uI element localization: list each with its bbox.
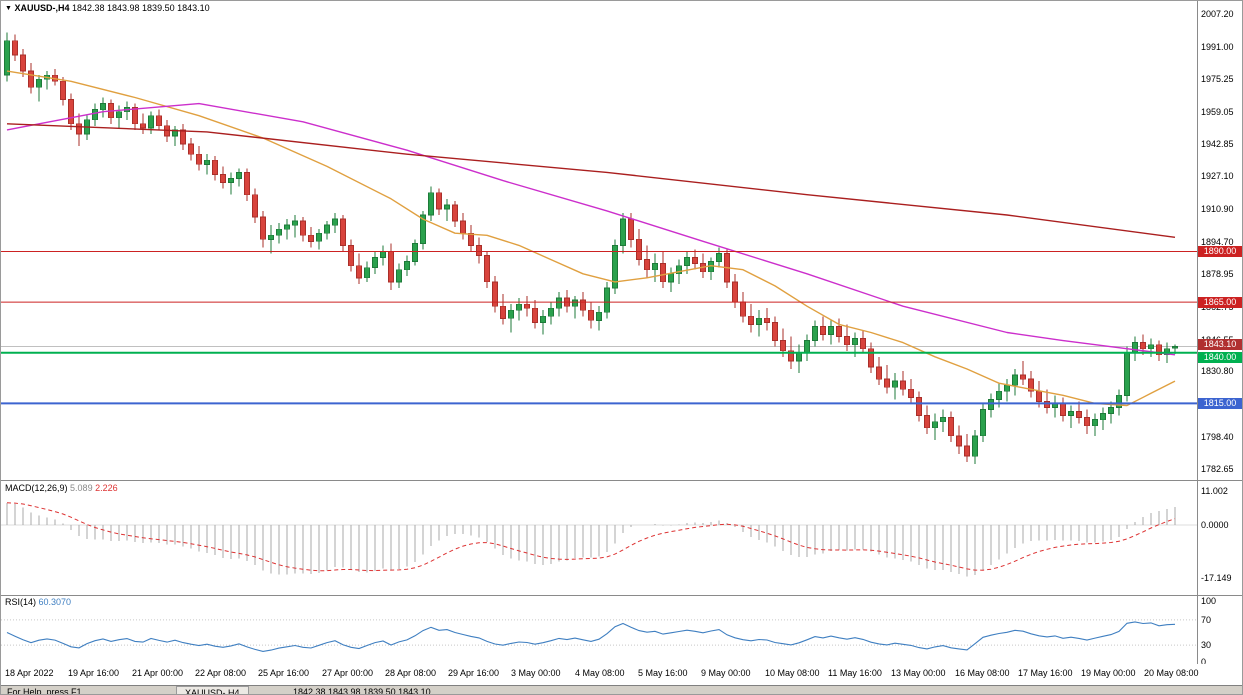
rsi-line <box>6 621 1176 652</box>
time-axis-label: 13 May 00:00 <box>891 668 946 678</box>
chart-symbol-label: XAUUSD-,H4 <box>14 3 70 13</box>
hline-price-label-1840.00: 1840.00 <box>1198 352 1242 363</box>
chart-dropdown-icon[interactable]: ▼ <box>5 5 12 12</box>
panel-separator[interactable] <box>1 480 1242 481</box>
price-axis[interactable]: 2007.20 1991.00 1975.25 1959.05 1942.85 1927.… <box>1197 1 1242 667</box>
time-axis-label: 29 Apr 16:00 <box>448 668 500 678</box>
price-tick-label: 1959.05 <box>1201 107 1234 117</box>
status-bar: For Help, press F1 XAUUSD-,H4 1842.38 18… <box>1 685 1242 695</box>
time-axis-label: 17 May 16:00 <box>1018 668 1073 678</box>
price-tick-label: 1798.40 <box>1201 432 1234 442</box>
price-tick-label: 1991.00 <box>1201 42 1234 52</box>
rsi-axis-label: 0 <box>1201 657 1207 667</box>
status-help-text: For Help, press F1 <box>7 687 82 695</box>
time-axis-label: 9 May 00:00 <box>701 668 751 678</box>
time-axis-label: 25 Apr 16:00 <box>258 668 310 678</box>
macd-label: MACD(12,26,9) <box>5 483 68 493</box>
macd-canvas[interactable] <box>1 481 1197 595</box>
price-chart-canvas[interactable] <box>1 1 1197 480</box>
price-tick-label: 2007.20 <box>1201 9 1234 19</box>
time-axis-label: 4 May 08:00 <box>575 668 625 678</box>
time-axis-label: 11 May 16:00 <box>828 668 882 678</box>
chart-ohlc-values: 1842.38 1843.98 1839.50 1843.10 <box>71 3 210 13</box>
macd-panel[interactable] <box>1 481 1197 595</box>
rsi-header: RSI(14) 60.3070 <box>5 597 71 607</box>
time-axis-label: 19 Apr 16:00 <box>68 668 120 678</box>
rsi-axis-label: 100 <box>1201 596 1217 606</box>
macd-axis-label: 0.0000 <box>1201 520 1229 530</box>
price-tick-label: 1894.70 <box>1201 237 1234 247</box>
hline-price-label-1815.00: 1815.00 <box>1198 398 1242 409</box>
price-tick-label: 1927.10 <box>1201 171 1234 181</box>
chart-title-row: ▼ XAUUSD-,H4 1842.38 1843.98 1839.50 184… <box>5 3 210 13</box>
rsi-axis-label: 70 <box>1201 615 1212 625</box>
price-tick-label: 1910.90 <box>1201 204 1234 214</box>
ma-fast-orange-line <box>6 70 1176 407</box>
hline-price-label-1890.00: 1890.00 <box>1198 246 1242 257</box>
status-ohlc-values: 1842.38 1843.98 1839.50 1843.10 <box>293 687 431 695</box>
price-tick-label: 1878.95 <box>1201 269 1234 279</box>
price-tick-label: 1782.65 <box>1201 464 1234 474</box>
time-axis-label: 19 May 00:00 <box>1081 668 1136 678</box>
rsi-label: RSI(14) <box>5 597 37 607</box>
time-axis-label: 21 Apr 00:00 <box>132 668 184 678</box>
time-axis-label: 5 May 16:00 <box>638 668 688 678</box>
time-axis-label: 16 May 08:00 <box>955 668 1010 678</box>
macd-axis-label: 11.002 <box>1201 486 1228 496</box>
rsi-axis-label: 30 <box>1201 640 1212 650</box>
candles-group[interactable] <box>4 32 1178 465</box>
time-axis-label: 20 May 08:00 <box>1144 668 1199 678</box>
hline-price-label-1865.00: 1865.00 <box>1198 297 1242 308</box>
ma-slow-darkred-line <box>6 123 1176 238</box>
macd-signal-line <box>6 502 1176 572</box>
ma-medium-magenta-line <box>6 102 1176 356</box>
macd-histogram <box>6 502 1176 577</box>
macd-signal-value: 2.226 <box>95 483 118 493</box>
panel-separator[interactable] <box>1 595 1242 596</box>
time-axis-label: 3 May 00:00 <box>511 668 561 678</box>
macd-header: MACD(12,26,9) 5.089 2.226 <box>5 483 118 493</box>
rsi-canvas[interactable] <box>1 596 1197 664</box>
macd-main-value: 5.089 <box>70 483 93 493</box>
chart-tab-xauusd-h4[interactable]: XAUUSD-,H4 <box>176 686 249 694</box>
time-axis-label: 28 Apr 08:00 <box>385 668 437 678</box>
time-axis-label: 10 May 08:00 <box>765 668 820 678</box>
time-axis-label: 22 Apr 08:00 <box>195 668 247 678</box>
price-tick-label: 1830.80 <box>1201 366 1234 376</box>
rsi-value: 60.3070 <box>38 597 72 607</box>
price-chart-panel[interactable] <box>1 1 1197 480</box>
current-price-label: 1843.10 <box>1198 339 1242 350</box>
rsi-panel[interactable] <box>1 596 1197 664</box>
time-axis-label: 27 Apr 00:00 <box>322 668 374 678</box>
price-tick-label: 1975.25 <box>1201 74 1234 84</box>
time-axis[interactable]: 18 Apr 2022 19 Apr 16:00 21 Apr 00:00 22 Ap… <box>1 664 1242 685</box>
time-axis-label: 18 Apr 2022 <box>5 668 54 678</box>
price-tick-label: 1942.85 <box>1201 139 1234 149</box>
macd-axis-label: -17.149 <box>1201 573 1232 583</box>
